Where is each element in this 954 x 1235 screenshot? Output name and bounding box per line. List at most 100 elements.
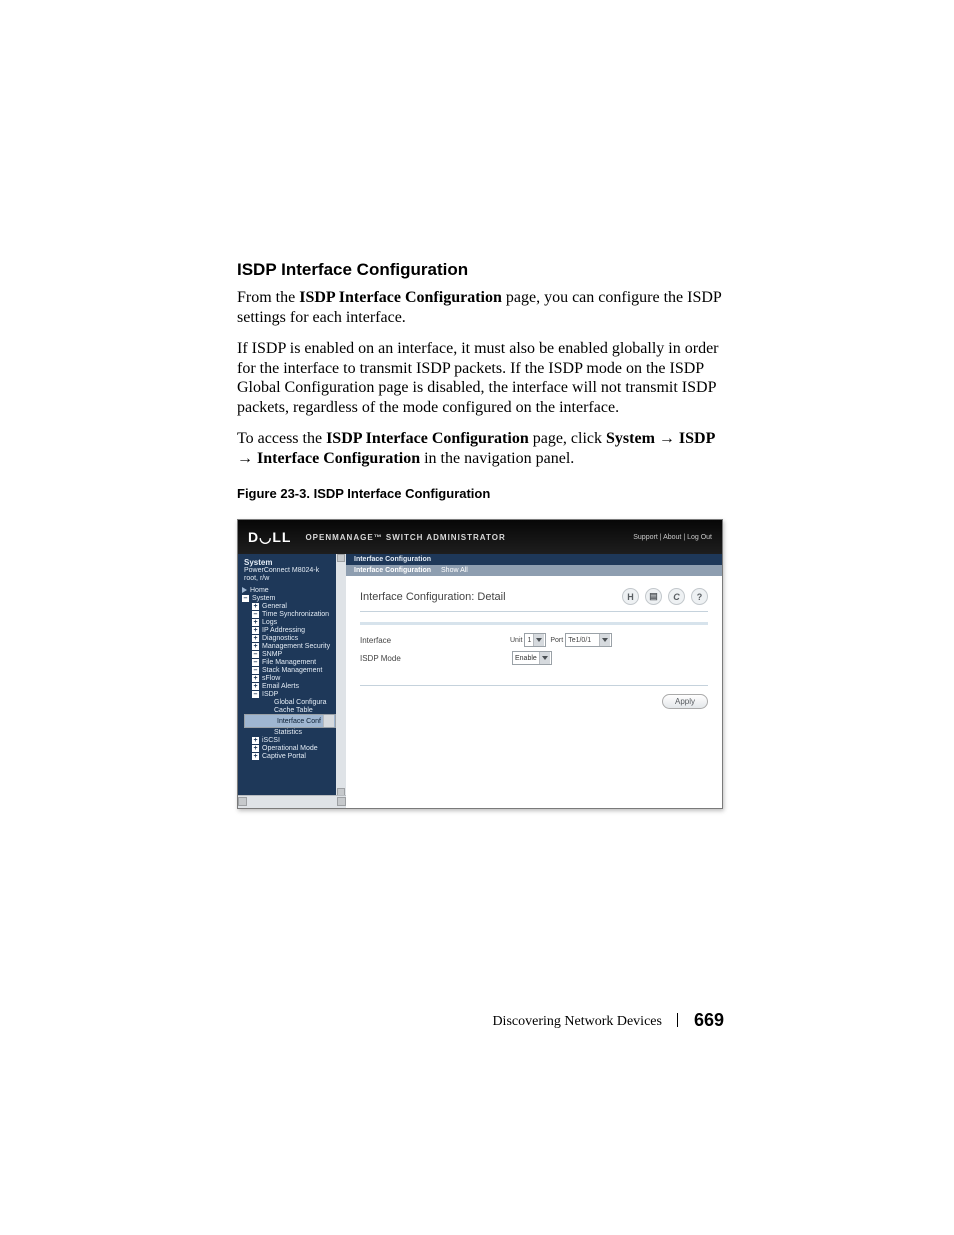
- nav-item-label: Interface Conf: [277, 718, 321, 725]
- brand: D◡LL OPENMANAGE™ SWITCH ADMINISTRATOR: [248, 529, 506, 546]
- port-select[interactable]: Te1/0/1: [565, 633, 612, 647]
- collapse-icon[interactable]: –: [252, 667, 259, 674]
- collapse-icon[interactable]: –: [242, 595, 249, 602]
- arrow-icon: →: [655, 430, 679, 447]
- document-page: ISDP Interface Configuration From the IS…: [0, 0, 954, 1235]
- nav-item[interactable]: –Time Synchronization: [242, 610, 344, 618]
- expand-icon[interactable]: +: [252, 643, 259, 650]
- expand-icon[interactable]: +: [252, 683, 259, 690]
- section-heading: ISDP Interface Configuration: [237, 260, 724, 280]
- chevron-down-icon: [536, 638, 542, 642]
- text: in the navigation panel.: [420, 450, 574, 467]
- nav-item-label: Cache Table: [274, 707, 313, 714]
- port-value: Te1/0/1: [568, 637, 591, 644]
- nav-item[interactable]: Cache Table: [242, 706, 344, 714]
- expand-icon[interactable]: +: [252, 753, 259, 760]
- nav-step-system: System: [606, 430, 655, 447]
- collapse-icon[interactable]: –: [252, 651, 259, 658]
- expand-icon[interactable]: +: [252, 675, 259, 682]
- nav-item[interactable]: +Captive Portal: [242, 752, 344, 760]
- app-header: D◡LL OPENMANAGE™ SWITCH ADMINISTRATOR Su…: [238, 520, 722, 554]
- text-bold: ISDP Interface Configuration: [299, 289, 502, 306]
- unit-label: Unit: [510, 637, 522, 644]
- text-bold: ISDP Interface Configuration: [326, 430, 529, 447]
- collapse-icon[interactable]: –: [252, 691, 259, 698]
- nav-item-label: Stack Management: [262, 667, 322, 674]
- nav-item-label: Global Configura: [274, 699, 327, 706]
- sidebar-model: PowerConnect M8024-k: [244, 567, 340, 575]
- detail-toolbar: H ▤ C ?: [622, 588, 708, 605]
- nav-item[interactable]: +sFlow: [242, 674, 344, 682]
- expand-icon[interactable]: +: [252, 737, 259, 744]
- tab-bar: Interface Configuration Show All: [346, 565, 722, 576]
- sidebar-system-label: System: [244, 558, 340, 567]
- arrow-icon: →: [237, 450, 257, 467]
- nav-item-label: Email Alerts: [262, 683, 299, 690]
- nav-item[interactable]: –SNMP: [242, 650, 344, 658]
- chevron-down-icon: [602, 638, 608, 642]
- footer-separator: [677, 1013, 678, 1027]
- brand-logo: D◡LL: [248, 529, 291, 546]
- nav-item-label: IP Addressing: [262, 627, 305, 634]
- nav-item-label: Management Security: [262, 643, 330, 650]
- nav-item[interactable]: +Operational Mode: [242, 744, 344, 752]
- nav-item[interactable]: Statistics: [242, 728, 344, 736]
- main-panel: Interface Configuration Interface Config…: [346, 554, 722, 808]
- tab-show-all[interactable]: Show All: [441, 567, 468, 574]
- nav-item[interactable]: +Diagnostics: [242, 634, 344, 642]
- nav-item[interactable]: –Stack Management: [242, 666, 344, 674]
- vertical-scrollbar[interactable]: [336, 554, 346, 796]
- paragraph-1: From the ISDP Interface Configuration pa…: [237, 288, 724, 327]
- footer-section: Discovering Network Devices: [492, 1014, 662, 1029]
- nav-item-label: Time Synchronization: [262, 611, 329, 618]
- nav-item-label: System: [252, 595, 275, 602]
- isdp-mode-label: ISDP Mode: [360, 654, 510, 663]
- nav-item[interactable]: +Management Security: [242, 642, 344, 650]
- isdp-mode-select[interactable]: Enable: [512, 651, 552, 665]
- breadcrumb: Interface Configuration: [346, 554, 722, 565]
- arrow-icon: [242, 587, 247, 593]
- app-body: System PowerConnect M8024-k root, r/w Ho…: [238, 554, 722, 808]
- refresh-icon[interactable]: C: [668, 588, 685, 605]
- expand-icon[interactable]: +: [252, 603, 259, 610]
- nav-item[interactable]: +Email Alerts: [242, 682, 344, 690]
- nav-item-label: Diagnostics: [262, 635, 298, 642]
- tab-interface-configuration[interactable]: Interface Configuration: [354, 567, 431, 574]
- figure-caption: Figure 23-3. ISDP Interface Configuratio…: [237, 486, 724, 501]
- unit-select[interactable]: 1: [524, 633, 546, 647]
- expand-icon[interactable]: +: [252, 745, 259, 752]
- nav-item-label: ISDP: [262, 691, 278, 698]
- nav-item[interactable]: +iSCSI: [242, 736, 344, 744]
- help-icon[interactable]: ?: [691, 588, 708, 605]
- nav-item[interactable]: +Logs: [242, 618, 344, 626]
- nav-item[interactable]: –System: [242, 594, 344, 602]
- expand-icon[interactable]: +: [252, 619, 259, 626]
- apply-button[interactable]: Apply: [662, 694, 708, 709]
- nav-step-interface-config: Interface Configuration: [257, 450, 420, 467]
- paragraph-2: If ISDP is enabled on an interface, it m…: [237, 339, 724, 417]
- save-icon[interactable]: H: [622, 588, 639, 605]
- brand-title: OPENMANAGE™ SWITCH ADMINISTRATOR: [305, 533, 505, 542]
- collapse-icon[interactable]: –: [252, 659, 259, 666]
- detail-panel: Interface Configuration: Detail H ▤ C ? …: [346, 576, 722, 709]
- nav-item[interactable]: Home: [242, 586, 344, 594]
- collapse-icon[interactable]: –: [252, 611, 259, 618]
- nav-item[interactable]: Interface Conf: [244, 714, 336, 728]
- paragraph-3: To access the ISDP Interface Configurati…: [237, 429, 724, 468]
- row-interface: Interface Unit 1 Port Te1/0/1: [360, 631, 708, 649]
- expand-icon[interactable]: +: [252, 627, 259, 634]
- nav-item[interactable]: +IP Addressing: [242, 626, 344, 634]
- sidebar-user: root, r/w: [244, 575, 340, 583]
- horizontal-scrollbar[interactable]: [238, 795, 346, 808]
- nav-item[interactable]: –File Management: [242, 658, 344, 666]
- text: page, click: [529, 430, 606, 447]
- nav-item[interactable]: +General: [242, 602, 344, 610]
- nav-item[interactable]: Global Configura: [242, 698, 344, 706]
- nav-item[interactable]: –ISDP: [242, 690, 344, 698]
- header-links[interactable]: Support | About | Log Out: [633, 534, 712, 541]
- print-icon[interactable]: ▤: [645, 588, 662, 605]
- apply-row: Apply: [360, 685, 708, 709]
- expand-icon[interactable]: +: [252, 635, 259, 642]
- nav-item-label: Operational Mode: [262, 745, 318, 752]
- nav-tree: Home–System+General–Time Synchronization…: [238, 586, 346, 760]
